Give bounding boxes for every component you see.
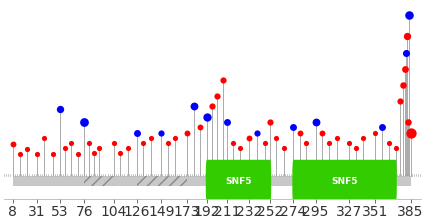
Point <box>75 152 82 156</box>
Point <box>402 67 408 70</box>
Text: SNF5: SNF5 <box>225 177 252 186</box>
Point <box>333 136 340 140</box>
Point <box>224 120 230 124</box>
Point <box>49 152 56 156</box>
Point <box>296 131 303 135</box>
Point <box>203 115 210 119</box>
Point <box>254 131 261 135</box>
Point <box>267 120 273 124</box>
FancyBboxPatch shape <box>206 160 271 202</box>
Point <box>17 152 24 156</box>
Point <box>378 125 385 128</box>
Point <box>117 151 124 154</box>
Point <box>290 125 297 128</box>
Point <box>24 147 31 151</box>
Point <box>406 14 413 17</box>
Point <box>140 141 147 145</box>
Point <box>280 146 287 149</box>
Point <box>9 143 16 146</box>
Text: SNF5: SNF5 <box>331 177 358 186</box>
Point <box>209 104 215 107</box>
Point <box>312 120 319 124</box>
Point <box>326 141 333 145</box>
Point <box>346 141 353 145</box>
Point <box>191 104 198 107</box>
Point <box>273 136 280 140</box>
Point <box>62 146 69 149</box>
Point <box>403 51 410 54</box>
Point <box>396 99 403 103</box>
Point <box>405 120 412 124</box>
Point <box>164 141 171 145</box>
Point <box>197 125 204 128</box>
Point <box>386 141 393 145</box>
Point <box>246 136 252 140</box>
Point <box>219 78 226 82</box>
Point <box>214 94 221 98</box>
Point <box>90 151 97 154</box>
Point <box>124 146 131 149</box>
Point <box>261 141 268 145</box>
Point <box>85 141 92 145</box>
Point <box>230 141 236 145</box>
Point <box>147 136 154 140</box>
Point <box>392 146 399 149</box>
Point <box>236 146 243 149</box>
Point <box>81 120 88 124</box>
Point <box>158 131 165 135</box>
Point <box>371 131 378 135</box>
Point <box>359 136 366 140</box>
Bar <box>84 176 114 186</box>
Point <box>134 131 141 135</box>
Point <box>111 141 117 145</box>
Point <box>172 136 178 140</box>
Point <box>57 107 64 111</box>
Point <box>319 131 326 135</box>
Point <box>400 83 407 87</box>
Bar <box>12 176 411 186</box>
Point <box>183 131 190 135</box>
Point <box>352 146 359 149</box>
Point <box>67 141 74 145</box>
Point <box>34 152 40 156</box>
Point <box>303 141 310 145</box>
Point <box>404 35 411 38</box>
Point <box>41 136 48 140</box>
Point <box>96 146 103 149</box>
Bar <box>137 176 187 186</box>
Point <box>407 131 414 135</box>
FancyBboxPatch shape <box>292 160 397 202</box>
